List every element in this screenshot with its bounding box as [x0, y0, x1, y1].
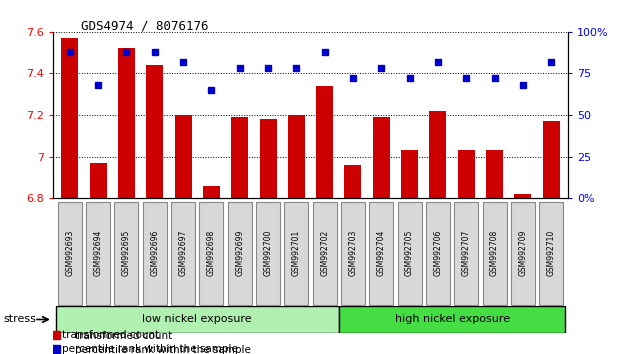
Bar — [231, 117, 248, 198]
Bar — [543, 121, 560, 198]
Bar — [203, 186, 220, 198]
Text: percentile rank within the sample: percentile rank within the sample — [62, 343, 238, 354]
FancyBboxPatch shape — [511, 202, 535, 305]
Bar — [89, 163, 107, 198]
Bar — [316, 86, 333, 198]
FancyBboxPatch shape — [199, 202, 224, 305]
Text: GSM992694: GSM992694 — [94, 230, 102, 276]
Bar — [118, 48, 135, 198]
FancyBboxPatch shape — [339, 306, 565, 333]
Bar — [514, 194, 532, 198]
Text: GDS4974 / 8076176: GDS4974 / 8076176 — [81, 19, 208, 33]
Text: high nickel exposure: high nickel exposure — [394, 314, 510, 325]
Text: GSM992700: GSM992700 — [263, 230, 273, 276]
Text: GSM992704: GSM992704 — [377, 230, 386, 276]
Text: transformed count: transformed count — [75, 331, 172, 341]
Text: percentile rank within the sample: percentile rank within the sample — [75, 345, 250, 354]
FancyBboxPatch shape — [56, 306, 339, 333]
Text: GSM992699: GSM992699 — [235, 230, 244, 276]
FancyBboxPatch shape — [369, 202, 393, 305]
FancyBboxPatch shape — [171, 202, 195, 305]
Bar — [345, 165, 361, 198]
Text: transformed count: transformed count — [62, 330, 160, 340]
FancyBboxPatch shape — [341, 202, 365, 305]
Text: GSM992701: GSM992701 — [292, 230, 301, 276]
Text: stress: stress — [3, 314, 36, 325]
Bar — [146, 65, 163, 198]
FancyBboxPatch shape — [454, 202, 478, 305]
Text: GSM992697: GSM992697 — [179, 230, 188, 276]
FancyBboxPatch shape — [539, 202, 563, 305]
Bar — [260, 119, 276, 198]
FancyBboxPatch shape — [284, 202, 309, 305]
Text: GSM992703: GSM992703 — [348, 230, 358, 276]
Bar — [373, 117, 390, 198]
Bar — [430, 111, 446, 198]
FancyBboxPatch shape — [228, 202, 252, 305]
FancyBboxPatch shape — [426, 202, 450, 305]
FancyBboxPatch shape — [483, 202, 507, 305]
FancyBboxPatch shape — [256, 202, 280, 305]
Text: GSM992702: GSM992702 — [320, 230, 329, 276]
Bar — [175, 115, 191, 198]
FancyBboxPatch shape — [86, 202, 110, 305]
Text: GSM992707: GSM992707 — [462, 230, 471, 276]
Text: low nickel exposure: low nickel exposure — [142, 314, 252, 325]
FancyBboxPatch shape — [58, 202, 82, 305]
FancyBboxPatch shape — [114, 202, 138, 305]
Text: GSM992710: GSM992710 — [546, 230, 556, 276]
Bar — [486, 150, 503, 198]
Bar — [61, 38, 78, 198]
FancyBboxPatch shape — [397, 202, 422, 305]
Text: GSM992693: GSM992693 — [65, 230, 75, 276]
FancyBboxPatch shape — [312, 202, 337, 305]
Text: GSM992698: GSM992698 — [207, 230, 216, 276]
Bar — [401, 150, 418, 198]
Bar — [458, 150, 475, 198]
Text: GSM992696: GSM992696 — [150, 230, 159, 276]
FancyBboxPatch shape — [143, 202, 167, 305]
Text: GSM992709: GSM992709 — [519, 230, 527, 276]
Text: GSM992708: GSM992708 — [490, 230, 499, 276]
Text: GSM992706: GSM992706 — [433, 230, 442, 276]
Bar — [288, 115, 305, 198]
Text: GSM992705: GSM992705 — [405, 230, 414, 276]
Text: GSM992695: GSM992695 — [122, 230, 131, 276]
